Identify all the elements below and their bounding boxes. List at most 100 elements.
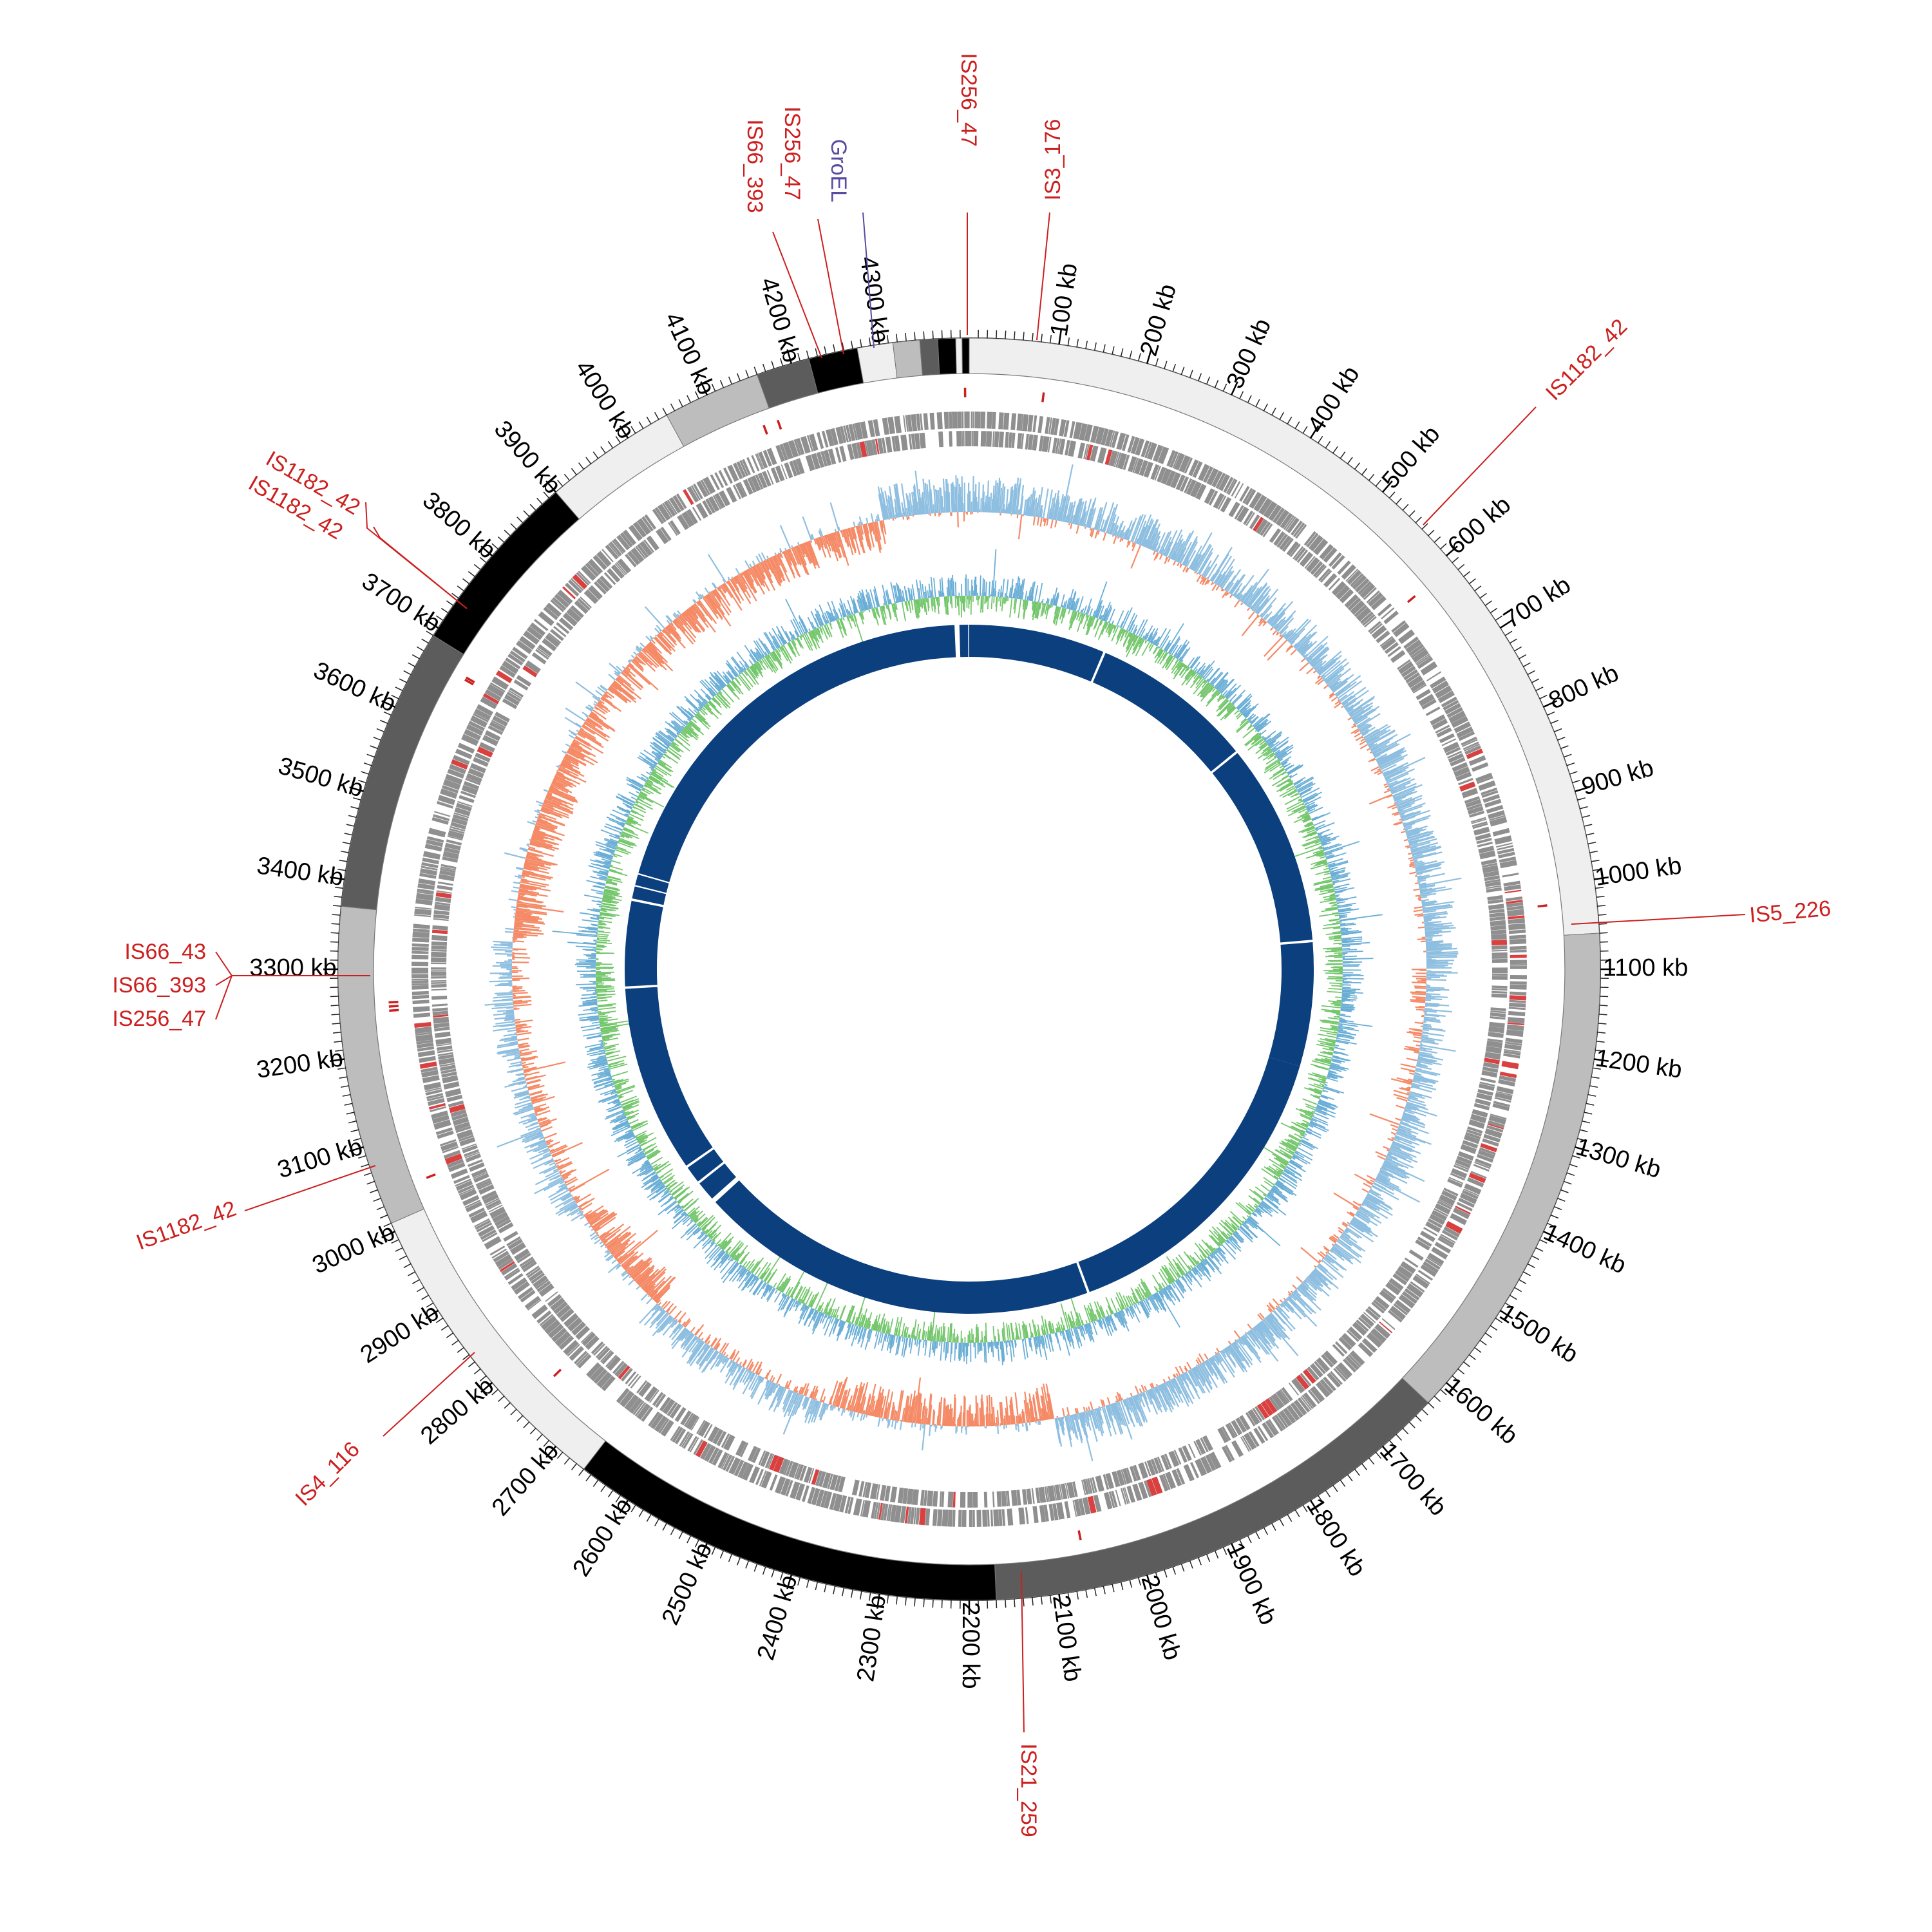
synteny-block-1 bbox=[1092, 652, 1236, 772]
annotation-leader-14 bbox=[373, 526, 468, 609]
contig-segment-17 bbox=[961, 337, 970, 374]
major-tick-200 bbox=[1146, 349, 1152, 365]
is-marker-5 bbox=[426, 1173, 436, 1179]
major-tick-1200 bbox=[1593, 1058, 1609, 1062]
is-marker-2 bbox=[1537, 904, 1548, 908]
major-tick-1800 bbox=[1309, 1499, 1320, 1513]
tick-label-3300: 3300 kb bbox=[249, 954, 336, 981]
gc-content-below bbox=[595, 595, 1343, 1343]
is-marker-12 bbox=[776, 419, 782, 430]
contig-segment-14 bbox=[919, 338, 940, 376]
is-marker-7 bbox=[388, 1005, 399, 1008]
annotation-label-1: IS3_176 bbox=[1041, 119, 1065, 201]
annotation-label-2: GroEL bbox=[826, 139, 851, 202]
is-marker-8 bbox=[388, 1000, 399, 1004]
contig-segment-12 bbox=[857, 342, 898, 384]
annotation-label-3: IS256_47 bbox=[780, 106, 804, 200]
synteny-block-4 bbox=[1078, 1057, 1300, 1293]
annotation-leader-12 bbox=[215, 975, 370, 1020]
gc-skew-positive bbox=[484, 464, 1462, 1462]
major-tick-3700 bbox=[425, 619, 439, 629]
major-tick-2700 bbox=[545, 1445, 557, 1458]
major-tick-1600 bbox=[1445, 1381, 1458, 1393]
contig-segment-15 bbox=[937, 337, 957, 375]
major-tick-3000 bbox=[381, 1230, 396, 1238]
synteny-block-5 bbox=[715, 1180, 1088, 1314]
synteny-block-13 bbox=[959, 625, 969, 658]
major-tick-1000 bbox=[1593, 876, 1609, 880]
major-tick-900 bbox=[1574, 786, 1589, 793]
major-tick-2300 bbox=[876, 1593, 880, 1609]
major-tick-3800 bbox=[480, 545, 493, 557]
minor-ticks bbox=[330, 330, 1609, 1609]
major-tick-3100 bbox=[349, 1146, 365, 1152]
synteny-block-7 bbox=[687, 1149, 724, 1182]
annotation-label-4: IS66_393 bbox=[743, 119, 767, 213]
major-tick-3600 bbox=[381, 700, 396, 708]
annotation-leader-6 bbox=[1571, 914, 1746, 925]
major-tick-600 bbox=[1445, 545, 1458, 557]
major-tick-4200 bbox=[786, 349, 793, 365]
is-marker-11 bbox=[762, 424, 768, 435]
is-marker-track bbox=[388, 388, 1548, 1540]
synteny-block-2 bbox=[1212, 753, 1313, 943]
major-tick-4100 bbox=[700, 381, 708, 396]
major-tick-2400 bbox=[786, 1574, 793, 1589]
synteny-block-6 bbox=[699, 1163, 737, 1199]
annotation-label-12: IS256_47 bbox=[112, 1007, 206, 1031]
major-tick-1500 bbox=[1499, 1309, 1513, 1320]
major-tick-3200 bbox=[330, 1058, 345, 1062]
is-marker-4 bbox=[553, 1368, 562, 1378]
major-tick-3500 bbox=[349, 786, 365, 793]
annotation-label-11: IS66_393 bbox=[112, 973, 206, 998]
is-marker-9 bbox=[464, 678, 474, 686]
is-marker-10 bbox=[465, 676, 475, 684]
annotation-leader-2 bbox=[862, 212, 875, 348]
annotation-label-0: IS256_47 bbox=[956, 53, 981, 147]
gc-content-above bbox=[552, 549, 1383, 1366]
gc-skew-negative bbox=[511, 511, 1427, 1427]
major-tick-2000 bbox=[1146, 1574, 1152, 1589]
major-tick-1400 bbox=[1542, 1230, 1557, 1238]
tick-label-1100: 1100 kb bbox=[1603, 954, 1688, 981]
major-tick-300 bbox=[1230, 381, 1238, 396]
contig-segment-16 bbox=[955, 337, 963, 374]
major-tick-2800 bbox=[480, 1381, 493, 1393]
annotation-leader-1 bbox=[1036, 212, 1050, 341]
major-tick-2100 bbox=[1058, 1593, 1062, 1609]
major-tick-500 bbox=[1381, 480, 1393, 493]
annotation-leader-9 bbox=[244, 1165, 376, 1211]
synteny-block-11 bbox=[635, 874, 669, 893]
tick-label-2200: 2200 kb bbox=[957, 1602, 984, 1689]
gc-content-track bbox=[552, 549, 1383, 1366]
gc-skew-track bbox=[484, 464, 1462, 1462]
major-tick-2900 bbox=[425, 1309, 439, 1320]
annotation-leader-4 bbox=[772, 231, 822, 359]
major-tick-700 bbox=[1499, 619, 1513, 629]
major-tick-3400 bbox=[330, 876, 345, 880]
is-marker-3 bbox=[1077, 1530, 1082, 1540]
is-annotation-labels: IS256_47IS3_176GroELIS256_47IS66_393IS11… bbox=[112, 53, 1832, 1837]
scale-ticks bbox=[323, 330, 1615, 1615]
major-tick-400 bbox=[1309, 425, 1320, 439]
major-tick-2500 bbox=[700, 1542, 708, 1557]
annotation-label-7: IS21_259 bbox=[1016, 1743, 1041, 1837]
major-tick-800 bbox=[1542, 700, 1557, 708]
synteny-block-9 bbox=[625, 900, 663, 987]
major-tick-1300 bbox=[1574, 1146, 1589, 1152]
contig-segment-13 bbox=[892, 339, 923, 379]
annotation-leader-5 bbox=[1423, 406, 1537, 526]
major-tick-2600 bbox=[619, 1499, 629, 1513]
synteny-block-12 bbox=[638, 625, 956, 882]
major-tick-4300 bbox=[876, 330, 880, 345]
major-tick-100 bbox=[1058, 330, 1062, 345]
annotation-leader-7 bbox=[1021, 1571, 1025, 1733]
synteny-block-0 bbox=[969, 625, 1104, 682]
major-tick-1700 bbox=[1381, 1445, 1393, 1458]
major-tick-4000 bbox=[619, 425, 629, 439]
major-tick-3900 bbox=[545, 480, 557, 493]
annotation-leader-8 bbox=[383, 1352, 475, 1437]
is-marker-0 bbox=[1041, 392, 1045, 402]
